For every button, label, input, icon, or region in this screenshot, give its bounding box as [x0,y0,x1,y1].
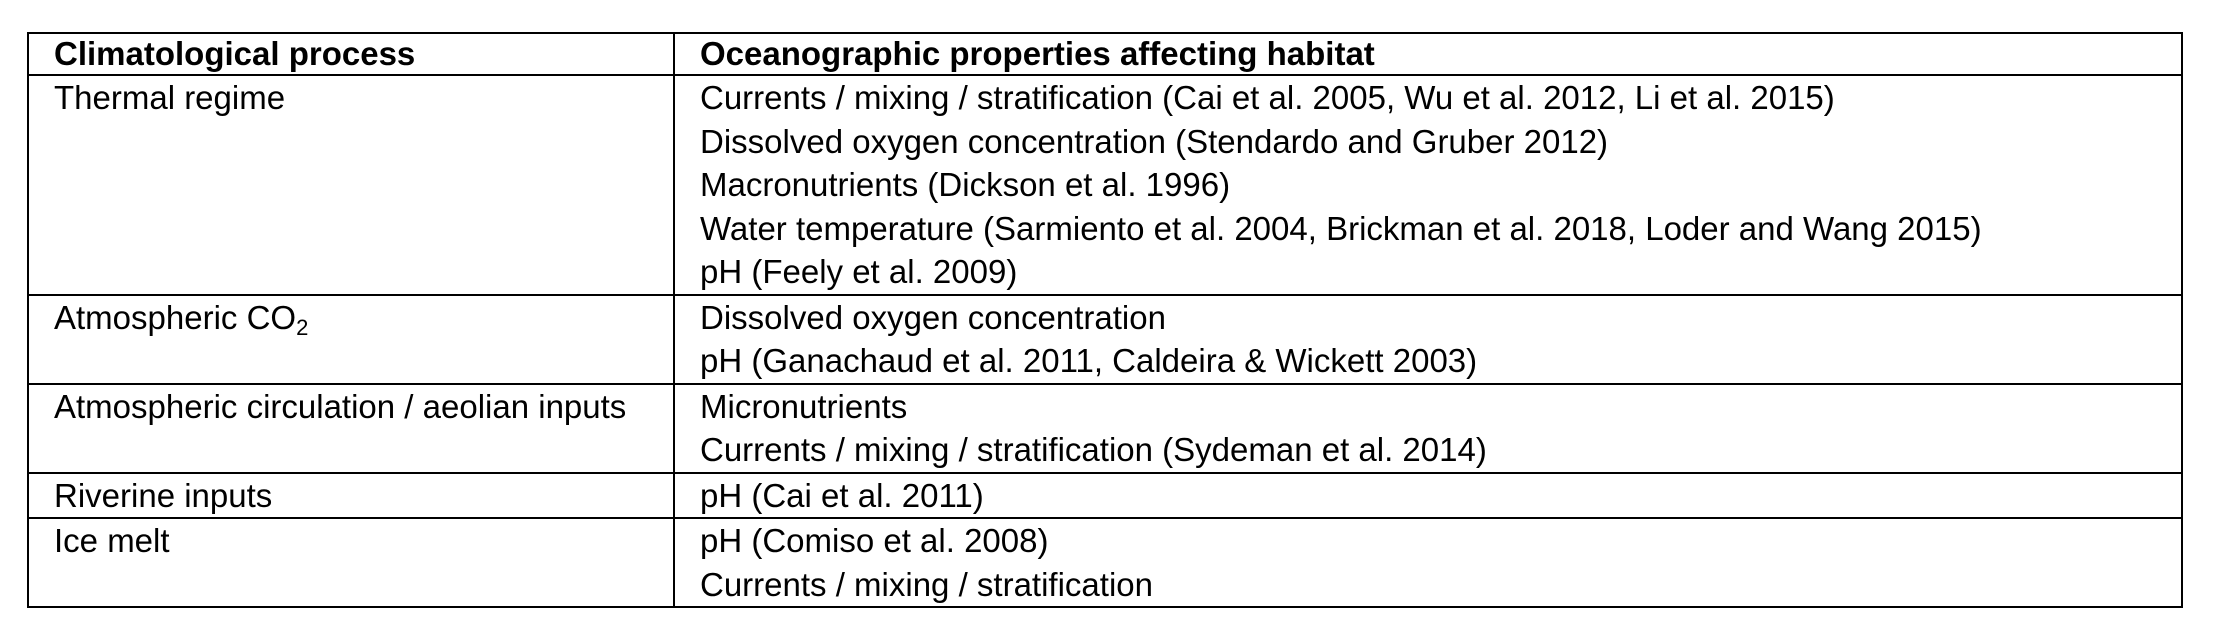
property-item: Currents / mixing / stratification (Cai … [700,79,1835,116]
process-cell-thermal-regime: Thermal regime [27,74,675,296]
properties-cell: Dissolved oxygen concentration pH (Ganac… [673,293,2183,385]
process-label: Atmospheric CO [54,298,297,336]
property-item: Macronutrients (Dickson et al. 1996) [700,166,1231,203]
process-cell-ice-melt: Ice melt [27,517,675,608]
properties-cell: Currents / mixing / stratification (Cai … [673,74,2183,296]
property-item: pH (Comiso et al. 2008) [700,522,1049,559]
property-item: pH (Feely et al. 2009) [700,253,1018,290]
property-item: Water temperature (Sarmiento et al. 2004… [700,209,1982,247]
property-item: Micronutrients [700,387,908,425]
property-item: Dissolved oxygen concentration (Stendard… [700,122,1609,160]
properties-cell: Micronutrients Currents / mixing / strat… [673,382,2183,474]
process-cell-riverine-inputs: Riverine inputs [27,471,675,519]
header-oceanographic-properties: Oceanographic properties affecting habit… [673,32,2183,76]
property-item: Currents / mixing / stratification [700,565,1153,603]
property-item: Dissolved oxygen concentration [700,298,1166,336]
co2-subscript: 2 [296,314,309,340]
climate-habitat-table: Climatological process Oceanographic pro… [27,32,2183,608]
table-row: Atmospheric circulation / aeolian inputs… [27,382,2183,474]
properties-cell: pH (Comiso et al. 2008) Currents / mixin… [673,517,2183,608]
table-header-row: Climatological process Oceanographic pro… [27,32,2183,76]
process-cell-atmospheric-co2: Atmospheric CO2 [27,293,675,385]
property-item: Currents / mixing / stratification (Syde… [700,431,1487,468]
table-row: Ice melt pH (Comiso et al. 2008) Current… [27,517,2183,608]
table-row: Atmospheric CO2 Dissolved oxygen concent… [27,293,2183,385]
header-climatological-process: Climatological process [27,32,675,76]
property-item: pH (Ganachaud et al. 2011, Caldeira & Wi… [700,342,1478,379]
properties-cell: pH (Cai et al. 2011) [673,471,2183,519]
process-cell-atmospheric-circulation: Atmospheric circulation / aeolian inputs [27,382,675,474]
property-item: pH (Cai et al. 2011) [700,476,984,514]
table-row: Thermal regime Currents / mixing / strat… [27,74,2183,296]
table-row: Riverine inputs pH (Cai et al. 2011) [27,471,2183,519]
